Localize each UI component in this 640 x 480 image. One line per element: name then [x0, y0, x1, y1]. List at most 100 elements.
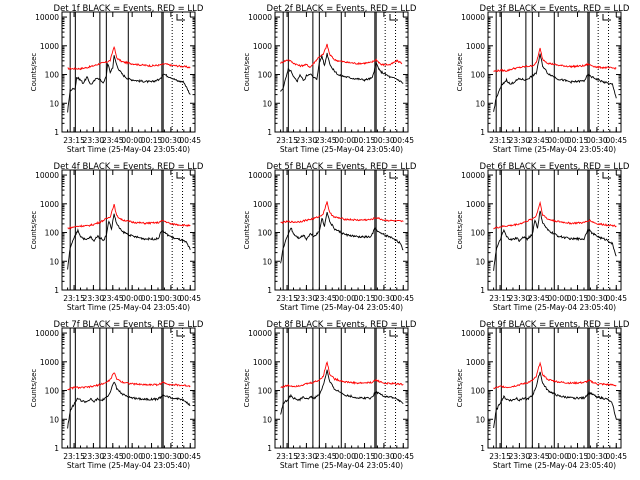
y-tick-label: 1 — [267, 444, 272, 453]
x-tick-label: 23:15 — [276, 452, 298, 461]
plot-curves — [67, 372, 191, 429]
y-tick-label: 10 — [49, 257, 59, 266]
x-tick-label: 23:30 — [509, 452, 531, 461]
x-tick-label: 00:00 — [121, 294, 143, 303]
y-axis-label: Counts/sec — [243, 53, 251, 92]
y-tick-label: 10 — [49, 99, 59, 108]
panel-title: Det 1f BLACK = Events, RED = LLD — [54, 4, 204, 14]
legend-mark — [602, 330, 611, 337]
events-series-line — [493, 53, 617, 112]
x-tick-label: 00:30 — [586, 294, 608, 303]
y-tick-label: 10 — [49, 415, 59, 424]
lld-series-line — [280, 201, 404, 224]
x-tick-label: 00:45 — [179, 294, 201, 303]
x-tick-label: 23:15 — [489, 452, 511, 461]
events-series-line — [493, 210, 617, 271]
x-tick-label: 23:30 — [83, 136, 105, 145]
y-tick-label: 1 — [480, 444, 485, 453]
panel-3: Det 3f BLACK = Events, RED = LLD 1 10 100 10… — [456, 4, 630, 154]
x-tick-label: 23:15 — [63, 136, 85, 145]
y-axis-label: Counts/sec — [30, 369, 38, 408]
x-tick-label: 00:15 — [354, 294, 376, 303]
lld-series-line — [493, 47, 617, 73]
x-axis-label: Start Time (25-May-04 23:05:40) — [280, 461, 403, 470]
x-tick-label: 23:30 — [83, 294, 105, 303]
y-tick-label: 1 — [54, 286, 59, 295]
y-tick-label: 1 — [54, 444, 59, 453]
x-axis-label: Start Time (25-May-04 23:05:40) — [67, 303, 190, 312]
panel-title: Det 6f BLACK = Events, RED = LLD — [480, 162, 630, 172]
x-tick-label: 00:15 — [567, 136, 589, 145]
legend-mark — [389, 14, 398, 21]
x-tick-label: 23:45 — [528, 294, 550, 303]
panel-title: Det 2f BLACK = Events, RED = LLD — [267, 4, 417, 14]
x-tick-label: 00:15 — [567, 452, 589, 461]
x-tick-label: 23:15 — [489, 136, 511, 145]
x-axis-label: Start Time (25-May-04 23:05:40) — [493, 303, 616, 312]
y-tick-label: 100 — [258, 71, 273, 80]
x-tick-label: 00:45 — [392, 452, 414, 461]
plot-curves — [280, 201, 404, 264]
x-tick-label: 00:15 — [141, 452, 163, 461]
events-series-line — [493, 371, 617, 428]
lld-series-line — [280, 43, 403, 68]
y-tick-label: 10 — [475, 257, 485, 266]
x-axis-label: Start Time (25-May-04 23:05:40) — [280, 145, 403, 154]
panel-5: Det 5f BLACK = Events, RED = LLD 1 10 100 10… — [243, 162, 417, 312]
x-tick-label: 23:30 — [509, 136, 531, 145]
panel-title: Det 9f BLACK = Events, RED = LLD — [480, 320, 630, 330]
y-tick-label: 1000 — [40, 358, 59, 367]
events-series-line — [280, 52, 404, 92]
x-tick-label: 00:30 — [373, 452, 395, 461]
lld-series-line — [280, 361, 404, 389]
panel-4: Det 4f BLACK = Events, RED = LLD 1 10 100 10… — [30, 162, 204, 312]
x-tick-label: 00:00 — [334, 294, 356, 303]
plot-curves — [493, 200, 617, 271]
x-tick-label: 00:15 — [567, 294, 589, 303]
x-tick-label: 00:15 — [354, 452, 376, 461]
x-tick-label: 00:30 — [586, 136, 608, 145]
y-tick-label: 100 — [258, 387, 273, 396]
panel-title: Det 4f BLACK = Events, RED = LLD — [54, 162, 204, 172]
lld-series-line — [493, 361, 617, 390]
y-tick-label: 1 — [480, 128, 485, 137]
x-tick-label: 00:00 — [121, 452, 143, 461]
y-tick-label: 10 — [262, 257, 272, 266]
x-tick-label: 23:30 — [83, 452, 105, 461]
y-tick-label: 1000 — [40, 42, 59, 51]
x-tick-label: 00:45 — [392, 136, 414, 145]
y-tick-label: 100 — [471, 71, 486, 80]
x-tick-label: 00:45 — [605, 452, 627, 461]
y-axis-label: Counts/sec — [456, 369, 464, 408]
y-tick-label: 100 — [258, 229, 273, 238]
panel-title: Det 5f BLACK = Events, RED = LLD — [267, 162, 417, 172]
y-axis-label: Counts/sec — [243, 211, 251, 250]
y-tick-label: 1000 — [466, 200, 485, 209]
x-axis-label: Start Time (25-May-04 23:05:40) — [280, 303, 403, 312]
plot-curves — [67, 46, 191, 113]
plot-curves — [280, 43, 404, 92]
events-series-line — [67, 55, 191, 113]
legend-mark — [176, 330, 185, 337]
y-tick-label: 10 — [262, 415, 272, 424]
panel-7: Det 7f BLACK = Events, RED = LLD 1 10 100 10… — [30, 320, 204, 470]
x-tick-label: 00:15 — [141, 136, 163, 145]
x-tick-label: 23:15 — [63, 294, 85, 303]
x-axis-label: Start Time (25-May-04 23:05:40) — [67, 461, 190, 470]
y-tick-label: 1000 — [466, 42, 485, 51]
x-tick-label: 00:00 — [334, 452, 356, 461]
y-tick-label: 10 — [475, 415, 485, 424]
x-tick-label: 23:45 — [102, 294, 124, 303]
x-tick-label: 00:30 — [586, 452, 608, 461]
x-tick-label: 23:45 — [315, 452, 337, 461]
x-tick-label: 23:15 — [276, 136, 298, 145]
lld-series-line — [67, 46, 191, 71]
legend-mark — [602, 14, 611, 21]
y-tick-label: 1 — [480, 286, 485, 295]
y-tick-label: 1000 — [253, 358, 272, 367]
lld-series-line — [67, 203, 191, 230]
panel-8: Det 8f BLACK = Events, RED = LLD 1 10 100 10… — [243, 320, 417, 470]
y-tick-label: 100 — [45, 229, 60, 238]
